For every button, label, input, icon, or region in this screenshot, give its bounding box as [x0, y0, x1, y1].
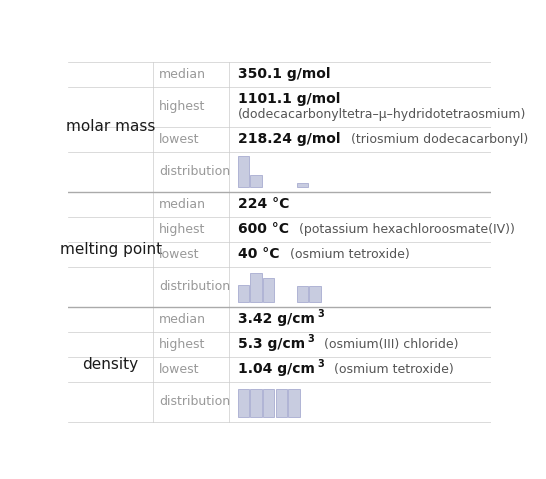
Bar	[238, 389, 249, 418]
Text: highest: highest	[159, 223, 206, 236]
Bar	[68, 127, 491, 152]
Text: (osmium(III) chloride): (osmium(III) chloride)	[317, 338, 459, 351]
Text: molar mass: molar mass	[66, 119, 155, 135]
Text: 1101.1 g/mol: 1101.1 g/mol	[239, 92, 341, 106]
Text: median: median	[159, 313, 206, 326]
Bar	[68, 217, 491, 242]
Bar	[68, 382, 491, 422]
Text: (triosmium dodecacarbonyl): (triosmium dodecacarbonyl)	[343, 133, 528, 146]
Text: (osmium tetroxide): (osmium tetroxide)	[282, 248, 410, 261]
Text: 5.3 g/cm: 5.3 g/cm	[239, 337, 305, 352]
Text: 40 °C: 40 °C	[239, 247, 280, 262]
Bar	[297, 183, 308, 187]
Text: (dodecacarbonyltetra–μ–hydridotetraosmium): (dodecacarbonyltetra–μ–hydridotetraosmiu…	[239, 108, 527, 121]
Bar	[297, 286, 308, 303]
Bar	[288, 389, 300, 418]
Bar	[68, 307, 491, 332]
Text: 218.24 g/mol: 218.24 g/mol	[239, 132, 341, 147]
Bar	[68, 62, 491, 87]
Bar	[68, 242, 491, 267]
Bar	[250, 273, 262, 303]
Text: (potassium hexachloroosmate(IV)): (potassium hexachloroosmate(IV))	[292, 223, 515, 236]
Bar	[68, 152, 491, 192]
Bar	[68, 192, 491, 217]
Text: distribution: distribution	[159, 165, 230, 178]
Text: median: median	[159, 68, 206, 81]
Text: highest: highest	[159, 101, 206, 114]
Bar	[68, 332, 491, 357]
Text: density: density	[82, 357, 139, 372]
Text: 600 °C: 600 °C	[239, 222, 289, 237]
Text: 3: 3	[317, 359, 324, 369]
Text: lowest: lowest	[159, 248, 200, 261]
Text: 1.04 g/cm: 1.04 g/cm	[239, 363, 315, 376]
Bar	[276, 389, 287, 418]
Text: distribution: distribution	[159, 280, 230, 294]
Text: median: median	[159, 198, 206, 211]
Text: 224 °C: 224 °C	[239, 197, 290, 211]
Text: highest: highest	[159, 338, 206, 351]
Bar	[263, 277, 274, 303]
Text: 3.42 g/cm: 3.42 g/cm	[239, 312, 315, 326]
Bar	[263, 389, 274, 418]
Text: melting point: melting point	[60, 242, 162, 257]
Text: 3: 3	[317, 309, 324, 319]
Bar	[68, 357, 491, 382]
Bar	[238, 156, 249, 187]
Bar	[68, 267, 491, 307]
Text: lowest: lowest	[159, 133, 200, 146]
Bar	[250, 389, 262, 418]
Bar	[238, 285, 249, 303]
Bar	[250, 175, 262, 187]
Text: lowest: lowest	[159, 363, 200, 376]
Text: 3: 3	[307, 334, 314, 344]
Text: (osmium tetroxide): (osmium tetroxide)	[326, 363, 454, 376]
Bar	[68, 87, 491, 127]
Bar	[310, 286, 321, 303]
Text: distribution: distribution	[159, 395, 230, 409]
Text: 350.1 g/mol: 350.1 g/mol	[239, 68, 331, 81]
